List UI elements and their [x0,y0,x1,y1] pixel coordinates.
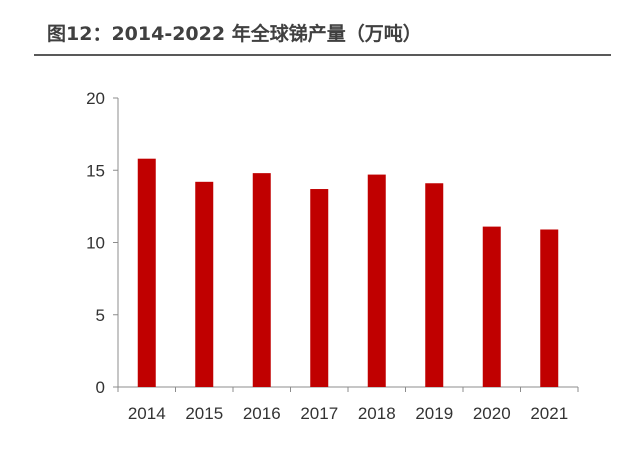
y-axis: 0 5 10 15 20 [86,89,119,397]
bar-2020 [482,226,501,387]
x-tick-label: 2016 [243,404,281,423]
x-tick-label: 2018 [358,404,396,423]
x-tick-label: 2021 [530,404,568,423]
bar-2014 [137,158,156,387]
bar-2019 [425,183,444,387]
x-tick-label: 2019 [415,404,453,423]
y-tick-label: 10 [86,234,105,253]
x-tick-label: 2020 [473,404,511,423]
x-tick-labels: 2014 2015 2016 2017 2018 2019 2020 2021 [128,404,568,423]
bar-2021 [540,229,559,387]
bar-2018 [367,174,386,387]
y-tick-label: 20 [86,89,105,108]
y-tick-label: 0 [96,378,105,397]
x-tick-label: 2017 [300,404,338,423]
bar-2017 [310,189,329,387]
x-tick-label: 2014 [128,404,166,423]
title-divider [34,54,611,56]
x-tick-label: 2015 [185,404,223,423]
y-tick-label: 5 [96,306,105,325]
bar-2015 [195,181,214,387]
x-axis [117,386,579,392]
y-tick-label: 15 [86,161,105,180]
bars [137,158,559,387]
bar-2016 [252,173,271,387]
figure-title: 图12：2014-2022 年全球锑产量（万吨） [47,23,422,45]
